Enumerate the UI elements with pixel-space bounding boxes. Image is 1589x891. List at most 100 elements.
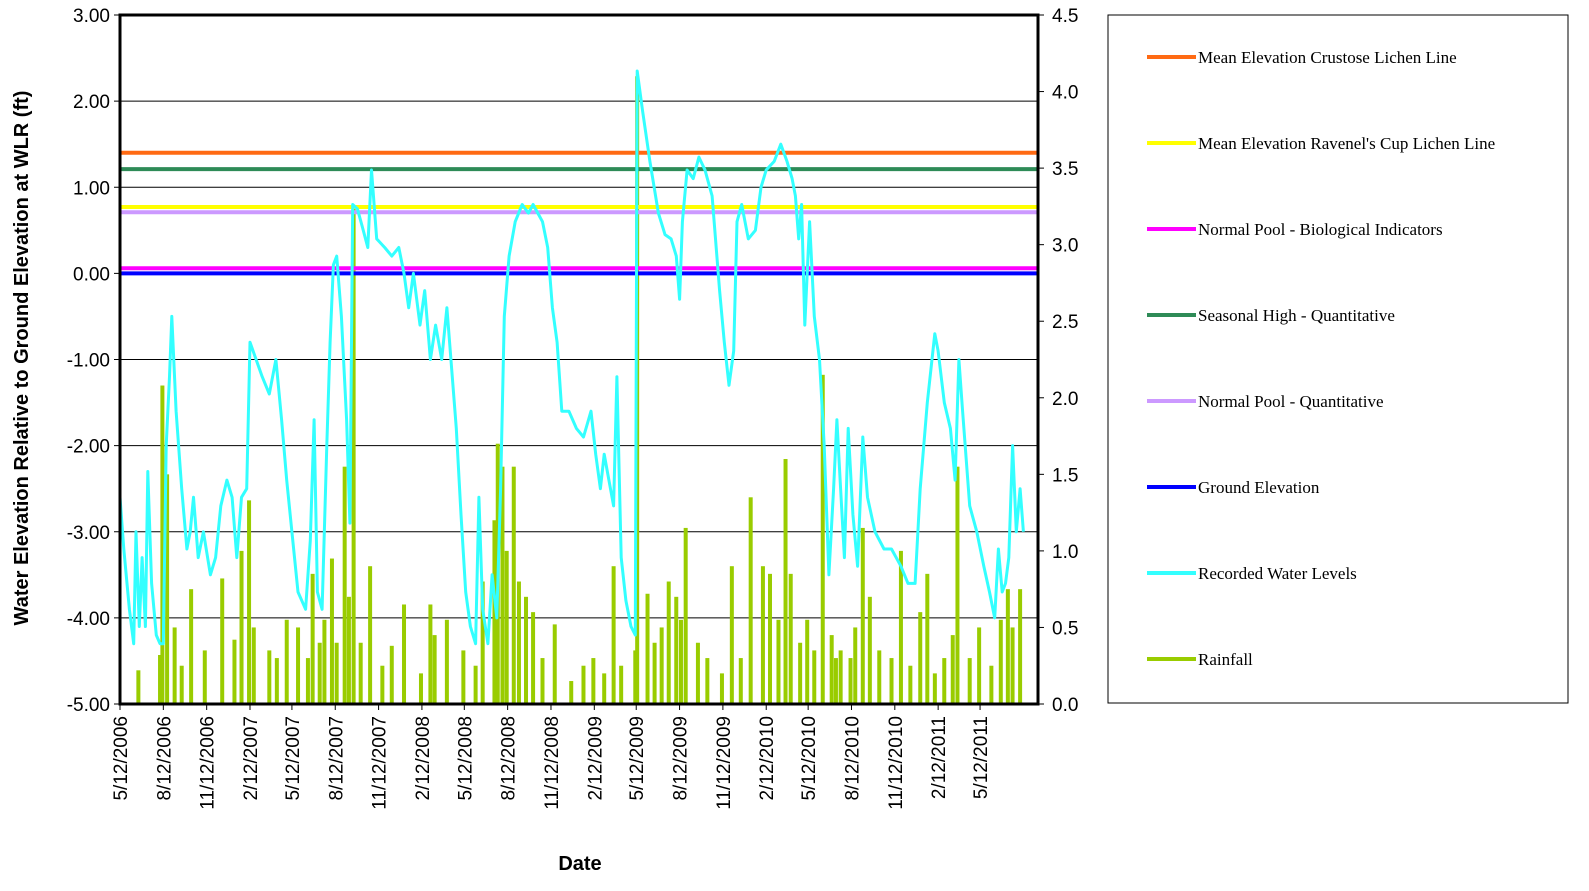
- rainfall-bar: [602, 673, 607, 704]
- rainfall-bar: [581, 665, 586, 704]
- rainfall-bar: [461, 650, 466, 704]
- legend-label: Recorded Water Levels: [1198, 564, 1357, 583]
- rainfall-bar: [805, 619, 810, 704]
- rainfall-bar: [674, 596, 679, 704]
- y2-tick-label: 4.5: [1052, 6, 1078, 27]
- y-tick-label: -1.00: [67, 351, 110, 372]
- rainfall-bar: [853, 627, 858, 704]
- rainfall-bar: [729, 566, 734, 704]
- rainfall-bar: [683, 527, 688, 704]
- x-tick-label: 2/12/2011: [929, 716, 950, 799]
- x-tick-label: 2/12/2007: [241, 716, 262, 801]
- x-tick-label: 2/12/2010: [757, 716, 778, 801]
- rainfall-bar: [310, 573, 315, 704]
- y2-tick-label: 4.0: [1052, 83, 1078, 104]
- y-tick-label: -3.00: [67, 523, 110, 544]
- rainfall-bar: [591, 658, 596, 704]
- rainfall-bar: [284, 619, 289, 704]
- rainfall-bar: [500, 466, 505, 704]
- y2-tick-label: 1.0: [1052, 542, 1078, 563]
- rainfall-bar: [232, 639, 237, 704]
- rainfall-bar: [473, 665, 478, 704]
- rainfall-bar: [160, 385, 165, 704]
- reference-lines: [120, 150, 1038, 276]
- rainfall-bar: [569, 681, 574, 704]
- legend-label: Rainfall: [1198, 650, 1253, 669]
- rainfall-bar: [798, 642, 803, 704]
- rainfall-bar: [619, 665, 624, 704]
- rainfall-bar: [165, 474, 170, 704]
- x-tick-label: 5/12/2008: [455, 716, 476, 801]
- rainfall-bar: [136, 670, 141, 704]
- x-tick-label: 2/12/2009: [585, 716, 606, 801]
- rainfall-bar: [418, 673, 423, 704]
- y-tick-label: 1.00: [73, 178, 110, 199]
- rainfall-bar: [329, 558, 334, 704]
- rainfall-bar: [346, 596, 351, 704]
- rainfall-bar: [788, 573, 793, 704]
- rainfall-bar: [504, 550, 509, 704]
- y-tick-label: -5.00: [67, 695, 110, 716]
- rainfall-bar: [247, 500, 252, 704]
- plot-frame: [114, 13, 1044, 710]
- rainfall-bar: [738, 658, 743, 704]
- legend-label: Mean Elevation Ravenel's Cup Lichen Line: [1198, 134, 1495, 153]
- y-tick-label: -4.00: [67, 609, 110, 630]
- rainfall-bar: [267, 650, 272, 704]
- x-tick-label: 5/12/2006: [111, 716, 132, 801]
- rainfall-bar: [1005, 589, 1010, 704]
- rainfall-bar: [695, 642, 700, 704]
- rainfall-bar: [783, 459, 788, 704]
- x-tick-label: 8/12/2007: [326, 716, 347, 801]
- rainfall-bar: [748, 497, 753, 704]
- rainfall-bar: [179, 665, 184, 704]
- tick-labels: 3.00 2.00 1.00 0.00 -1.00 -2.00 -3.00 -4.00 -5.0…: [67, 6, 1079, 810]
- rainfall-bar: [867, 596, 872, 704]
- y2-tick-label: 0.0: [1052, 695, 1078, 716]
- x-tick-label: 5/12/2011: [971, 716, 992, 799]
- rainfall-bar: [967, 658, 972, 704]
- x-tick-label: 8/12/2009: [671, 716, 692, 801]
- x-tick-label: 8/12/2010: [842, 716, 863, 801]
- legend-label: Mean Elevation Crustose Lichen Line: [1198, 48, 1457, 67]
- y2-tick-label: 2.5: [1052, 312, 1078, 333]
- x-tick-label: 11/12/2007: [370, 716, 391, 810]
- rainfall-bar: [516, 581, 521, 704]
- rainfall-bar: [833, 658, 838, 704]
- x-tick-label: 5/12/2009: [627, 716, 648, 801]
- rainfall-bars: [136, 76, 1023, 704]
- legend-box: [1107, 14, 1569, 704]
- rainfall-bar: [908, 665, 913, 704]
- x-tick-label: 2/12/2008: [413, 716, 434, 801]
- rainfall-bar: [202, 650, 207, 704]
- rainfall-bar: [428, 604, 433, 704]
- rainfall-bar: [889, 658, 894, 704]
- rainfall-bar: [444, 619, 449, 704]
- rainfall-bar: [552, 624, 557, 704]
- rainfall-bar: [305, 658, 310, 704]
- rainfall-bar: [358, 642, 363, 704]
- rainfall-bar: [925, 573, 930, 704]
- y-tick-label: -2.00: [67, 437, 110, 458]
- x-tick-label: 8/12/2006: [154, 716, 175, 801]
- rainfall-bar: [189, 589, 194, 704]
- rainfall-bar: [342, 466, 347, 704]
- x-tick-label: 11/12/2006: [198, 716, 219, 810]
- rainfall-bar: [389, 645, 394, 704]
- water-level-series: [118, 69, 1025, 646]
- x-axis-title: Date: [558, 853, 601, 875]
- rainfall-bar: [776, 619, 781, 704]
- rainfall-bar: [296, 627, 301, 704]
- rainfall-bar: [942, 658, 947, 704]
- y2-tick-label: 1.5: [1052, 465, 1078, 486]
- rainfall-bar: [898, 550, 903, 704]
- rainfall-bar: [977, 627, 982, 704]
- rainfall-bar: [829, 635, 834, 704]
- rainfall-bar: [239, 550, 244, 704]
- rainfall-bar: [767, 573, 772, 704]
- x-tick-label: 11/12/2008: [542, 716, 563, 810]
- rainfall-bar: [611, 566, 616, 704]
- rainfall-bar: [918, 612, 923, 704]
- rainfall-bar: [432, 635, 437, 704]
